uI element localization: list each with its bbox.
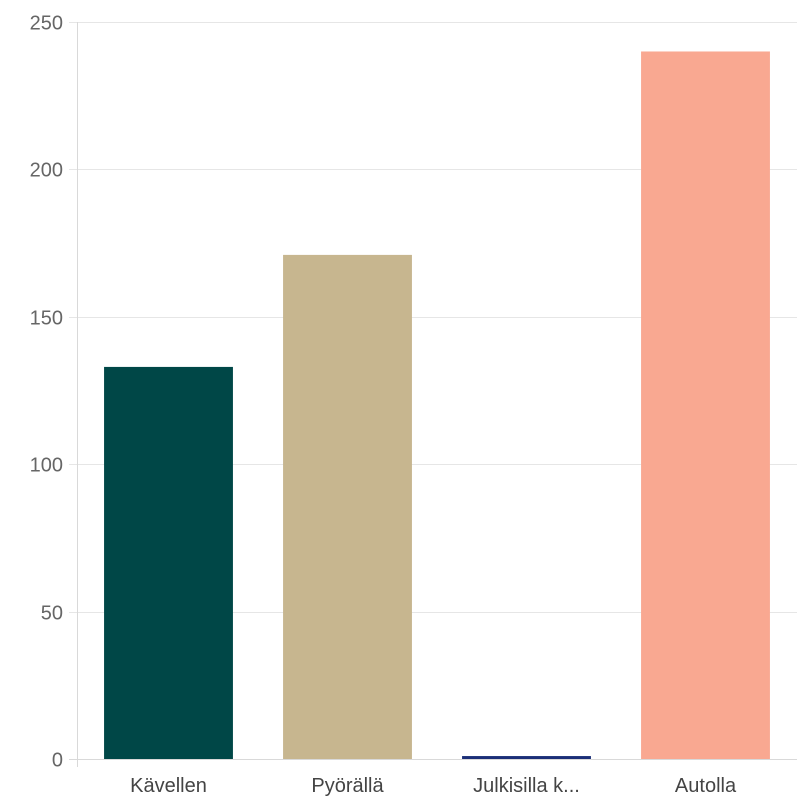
bar-3[interactable] bbox=[462, 756, 591, 759]
y-tick-label-200: 200 bbox=[30, 160, 63, 182]
y-tick-label-0: 0 bbox=[52, 750, 63, 772]
x-category-label-1: Kävellen bbox=[130, 775, 207, 797]
y-tick-label-250: 250 bbox=[30, 13, 63, 35]
bar-4[interactable] bbox=[641, 51, 770, 760]
x-category-label-2: Pyörällä bbox=[311, 775, 384, 797]
y-tick-label-150: 150 bbox=[30, 308, 63, 330]
bar-1[interactable] bbox=[104, 366, 233, 759]
y-tick-label-100: 100 bbox=[30, 455, 63, 477]
y-tick-label-50: 50 bbox=[41, 603, 63, 625]
x-category-label-4: Autolla bbox=[675, 775, 737, 797]
bar-2[interactable] bbox=[283, 254, 412, 759]
x-category-label-3: Julkisilla k... bbox=[473, 775, 580, 797]
bars bbox=[104, 51, 770, 760]
x-axis-labels: Kävellen Pyörällä Julkisilla k... Autolla bbox=[130, 775, 737, 797]
y-axis-ticks: 0 50 100 150 200 250 bbox=[30, 13, 63, 772]
